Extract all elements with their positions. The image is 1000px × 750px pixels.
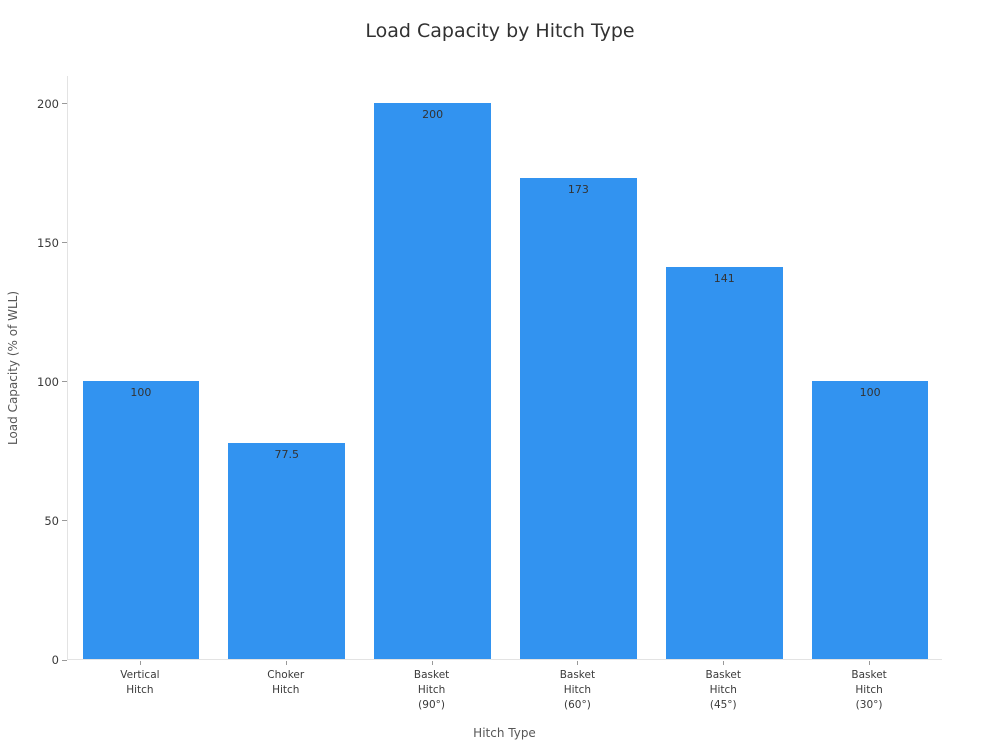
bar-value-label: 100 — [130, 385, 152, 399]
x-tick-label: Vertical Hitch — [120, 668, 159, 698]
x-tick-label-line: Hitch — [855, 684, 883, 696]
bar: 173 — [520, 177, 637, 659]
x-tick-label-line: Hitch — [417, 684, 446, 696]
bar: 141 — [665, 266, 783, 659]
bar: 100 — [811, 380, 929, 659]
bar-value-label: 100 — [859, 385, 881, 399]
x-tick-label-line: Hitch — [272, 684, 300, 696]
y-tick-mark — [62, 242, 67, 244]
x-tick-mark — [139, 661, 141, 665]
x-tick-label-line: Basket — [705, 669, 741, 681]
y-tick-label: 50 — [44, 513, 59, 528]
x-tick-label: Basket Hitch (90°) — [414, 668, 449, 713]
x-tick-label-line: Hitch — [563, 684, 592, 696]
x-tick-label-line: Hitch — [126, 684, 154, 696]
bar-value-label: 141 — [713, 271, 735, 285]
x-tick-label-line: Basket — [851, 669, 887, 681]
x-tick-mark — [723, 661, 725, 665]
chart-title: Load Capacity by Hitch Type — [365, 20, 635, 42]
bar: 200 — [374, 102, 491, 659]
x-tick-label-line: Basket — [413, 669, 450, 681]
x-tick-label-line: Hitch — [709, 684, 737, 696]
x-tick-label-line: Vertical — [120, 669, 160, 681]
y-axis-title: Load Capacity (% of WLL) — [6, 290, 20, 446]
x-tick-mark — [285, 661, 287, 665]
bar: 77.5 — [228, 443, 346, 659]
y-tick-label: 0 — [51, 653, 59, 667]
x-axis-title: Hitch Type — [473, 726, 536, 740]
x-tick-mark — [577, 661, 579, 665]
x-tick-label-line: Basket — [559, 669, 596, 681]
x-tick-label-line: (30°) — [855, 699, 883, 711]
y-tick-label: 100 — [37, 374, 59, 389]
x-tick-mark — [869, 661, 871, 665]
x-tick-label-line: (90°) — [418, 699, 445, 711]
bar-value-label: 200 — [422, 107, 444, 121]
bar-value-label: 77.5 — [274, 448, 299, 462]
bar-value-label: 173 — [567, 182, 589, 196]
y-tick-mark — [62, 659, 67, 661]
plot-area: 100 77.5 200 173 141 100 — [67, 76, 942, 660]
x-tick-label: Basket Hitch (45°) — [706, 668, 741, 713]
y-tick-label: 150 — [37, 235, 59, 250]
x-tick-label: Basket Hitch (30°) — [851, 668, 886, 713]
y-tick-mark — [62, 381, 67, 383]
x-tick-label: Choker Hitch — [267, 668, 304, 698]
x-tick-label-line: (60°) — [564, 699, 591, 711]
x-tick-label-line: Choker — [267, 669, 305, 681]
y-tick-label: 200 — [37, 96, 59, 111]
y-tick-mark — [62, 520, 67, 522]
x-tick-mark — [431, 661, 433, 665]
y-tick-mark — [62, 103, 67, 105]
bar: 100 — [82, 380, 200, 659]
x-tick-label: Basket Hitch (60°) — [560, 668, 595, 713]
x-tick-label-line: (45°) — [709, 699, 737, 711]
